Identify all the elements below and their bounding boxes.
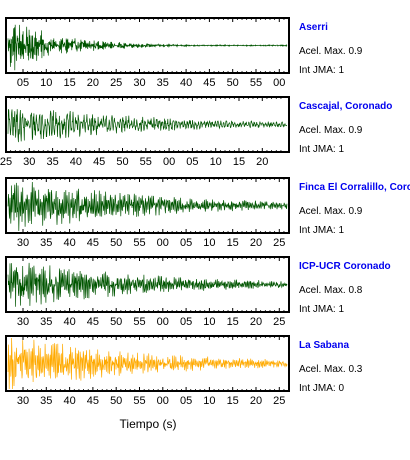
tick-label: 10 bbox=[203, 316, 215, 328]
tick-label: 10 bbox=[210, 156, 222, 168]
waveform-line bbox=[7, 262, 288, 307]
tick-label: 55 bbox=[140, 156, 152, 168]
tick-label: 25 bbox=[273, 316, 285, 328]
jma-intensity: Int JMA: 0 bbox=[299, 383, 344, 394]
tick-label: 40 bbox=[180, 77, 192, 89]
tick-label: 25 bbox=[273, 395, 285, 407]
x-axis-label: Tiempo (s) bbox=[120, 417, 177, 431]
tick-label: 25 bbox=[110, 77, 122, 89]
tick-label: 50 bbox=[110, 237, 122, 249]
jma-intensity: Int JMA: 1 bbox=[299, 225, 344, 236]
tick-label: 40 bbox=[63, 395, 75, 407]
waveform-line bbox=[7, 337, 288, 390]
tick-label: 00 bbox=[273, 77, 285, 89]
tick-label: 40 bbox=[63, 316, 75, 328]
tick-label: 20 bbox=[256, 156, 268, 168]
tick-label: 30 bbox=[17, 316, 29, 328]
tick-label: 30 bbox=[17, 237, 29, 249]
tick-label: 50 bbox=[110, 395, 122, 407]
tick-label: 10 bbox=[203, 395, 215, 407]
jma-intensity: Int JMA: 1 bbox=[299, 304, 344, 315]
tick-label: 35 bbox=[157, 77, 169, 89]
tick-label: 20 bbox=[250, 237, 262, 249]
panel-2: 25 30 35 40 45 50 55 00 05 10 15 20 Cascajal, Corona… bbox=[0, 96, 392, 168]
tick-label: 30 bbox=[133, 77, 145, 89]
panel-frame bbox=[5, 256, 290, 313]
tick-label: 15 bbox=[233, 156, 245, 168]
tick-label: 45 bbox=[203, 77, 215, 89]
waveform-line bbox=[7, 181, 288, 232]
tick-label: 45 bbox=[87, 237, 99, 249]
tick-label: 55 bbox=[133, 237, 145, 249]
tick-label: 40 bbox=[70, 156, 82, 168]
tick-label: 35 bbox=[40, 237, 52, 249]
waveform-line bbox=[7, 24, 288, 71]
station-name: Aserri bbox=[299, 22, 328, 33]
station-name: Cascajal, Coronado bbox=[299, 101, 392, 112]
peak-acceleration: Acel. Max. 0.3 bbox=[299, 364, 363, 375]
seismogram-panels: 05 10 15 20 25 30 35 40 45 50 55 00 Aserri Acel. Max.… bbox=[0, 17, 410, 407]
tick-label: 50 bbox=[110, 316, 122, 328]
tick-label: 25 bbox=[273, 237, 285, 249]
tick-label: 10 bbox=[203, 237, 215, 249]
tick-label: 30 bbox=[23, 156, 35, 168]
tick-label: 35 bbox=[40, 316, 52, 328]
tick-label: 45 bbox=[87, 395, 99, 407]
panel-frame bbox=[5, 17, 290, 74]
panel-3: 30 35 40 45 50 55 00 05 10 15 20 25 Finca El Corrali… bbox=[5, 177, 410, 249]
tick-label: 05 bbox=[180, 395, 192, 407]
panel-5: 30 35 40 45 50 55 00 05 10 15 20 25 La Sabana Acel. M… bbox=[5, 335, 363, 407]
station-name: Finca El Corralillo, Coronado bbox=[299, 182, 410, 193]
tick-label: 15 bbox=[227, 395, 239, 407]
tick-label: 45 bbox=[93, 156, 105, 168]
tick-label: 15 bbox=[227, 316, 239, 328]
jma-intensity: Int JMA: 1 bbox=[299, 65, 344, 76]
tick-label: 00 bbox=[157, 316, 169, 328]
tick-label: 05 bbox=[17, 77, 29, 89]
panel-1: 05 10 15 20 25 30 35 40 45 50 55 00 Aserri Acel. Max.… bbox=[5, 17, 363, 89]
tick-label: 00 bbox=[157, 395, 169, 407]
tick-label: 00 bbox=[157, 237, 169, 249]
tick-label: 55 bbox=[133, 316, 145, 328]
tick-label: 00 bbox=[163, 156, 175, 168]
tick-label: 15 bbox=[63, 77, 75, 89]
tick-label: 30 bbox=[17, 395, 29, 407]
peak-acceleration: Acel. Max. 0.8 bbox=[299, 285, 363, 296]
tick-label: 55 bbox=[250, 77, 262, 89]
peak-acceleration: Acel. Max. 0.9 bbox=[299, 206, 363, 217]
panel-frame bbox=[5, 335, 290, 392]
tick-label: 20 bbox=[250, 395, 262, 407]
tick-label: 20 bbox=[87, 77, 99, 89]
tick-label: 35 bbox=[40, 395, 52, 407]
tick-label: 05 bbox=[180, 316, 192, 328]
station-name: La Sabana bbox=[299, 340, 349, 351]
waveform-line bbox=[7, 109, 288, 143]
tick-label: 10 bbox=[40, 77, 52, 89]
jma-intensity: Int JMA: 1 bbox=[299, 144, 344, 155]
panel-4: 30 35 40 45 50 55 00 05 10 15 20 25 ICP-UCR Coronado… bbox=[5, 256, 391, 328]
panel-frame bbox=[5, 177, 290, 234]
tick-label: 45 bbox=[87, 316, 99, 328]
tick-label: 55 bbox=[133, 395, 145, 407]
tick-label: 35 bbox=[46, 156, 58, 168]
peak-acceleration: Acel. Max. 0.9 bbox=[299, 125, 363, 136]
tick-label: 05 bbox=[186, 156, 198, 168]
peak-acceleration: Acel. Max. 0.9 bbox=[299, 46, 363, 57]
tick-label: 15 bbox=[227, 237, 239, 249]
panel-frame bbox=[5, 96, 290, 153]
tick-label: 25 bbox=[0, 156, 12, 168]
tick-label: 50 bbox=[116, 156, 128, 168]
tick-label: 50 bbox=[227, 77, 239, 89]
tick-label: 05 bbox=[180, 237, 192, 249]
tick-label: 20 bbox=[250, 316, 262, 328]
station-name: ICP-UCR Coronado bbox=[299, 261, 391, 272]
tick-label: 40 bbox=[63, 237, 75, 249]
